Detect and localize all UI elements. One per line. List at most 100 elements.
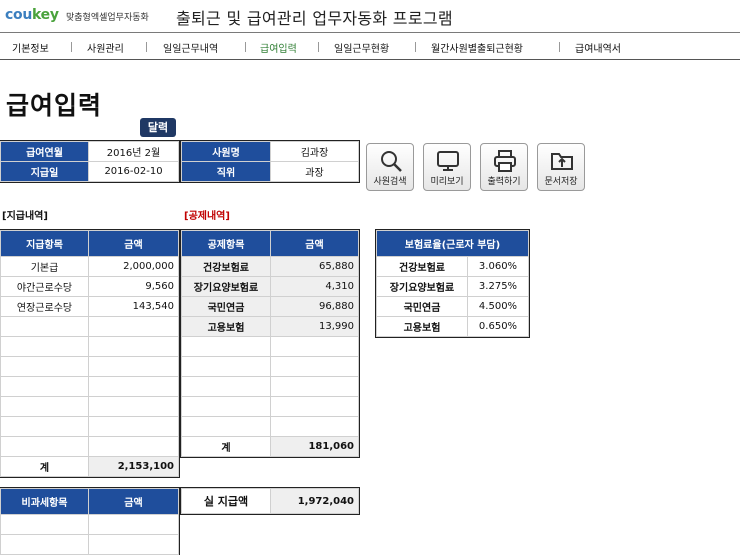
payment-amount[interactable]: 9,560 (88, 276, 179, 297)
payment-item[interactable]: 기본급 (0, 256, 89, 277)
app-header: coukey 맞춤형엑셀업무자동화 출퇴근 및 급여관리 업무자동화 프로그램 (0, 0, 740, 33)
payment-item[interactable] (0, 336, 89, 357)
nav-basic-info[interactable]: 기본정보 (12, 44, 49, 55)
insurance-rate[interactable]: 3.275% (467, 276, 529, 297)
net-pay-value: 1,972,040 (270, 488, 359, 514)
app-title: 출퇴근 및 급여관리 업무자동화 프로그램 (176, 9, 453, 28)
nav-employee-management[interactable]: 사원관리 (87, 44, 124, 55)
payments-total-value: 2,153,100 (88, 456, 179, 477)
insurance-rate[interactable]: 0.650% (467, 316, 529, 337)
print-label: 출력하기 (487, 177, 521, 187)
table-row (181, 416, 359, 437)
payment-item[interactable] (0, 376, 89, 397)
table-row: 기본급 2,000,000 (0, 256, 179, 277)
payment-item[interactable] (0, 396, 89, 417)
preview-button[interactable]: 미리보기 (423, 143, 471, 191)
payments-section-label: [지급내역] (2, 211, 48, 222)
nontax-amount[interactable] (88, 534, 179, 555)
payment-item[interactable]: 야간근로수당 (0, 276, 89, 297)
nav-daily-work-status[interactable]: 일일근무현황 (334, 44, 390, 55)
table-row (0, 416, 179, 437)
nontax-item[interactable] (0, 514, 89, 535)
payment-item[interactable] (0, 436, 89, 457)
nontax-item[interactable] (0, 534, 89, 555)
employee-name-label: 사원명 (181, 141, 271, 162)
deduction-amount: 13,990 (270, 316, 359, 337)
nav-divider (71, 42, 72, 52)
deduction-item: 건강보험료 (181, 256, 271, 277)
insurance-item: 건강보험료 (376, 256, 468, 277)
nontax-amount[interactable] (88, 514, 179, 535)
payment-amount[interactable]: 2,000,000 (88, 256, 179, 277)
nav-payroll-input[interactable]: 급여입력 (260, 44, 297, 55)
nontax-table: 비과세항목 금액 (0, 487, 180, 555)
deduction-amount[interactable] (270, 376, 359, 397)
insurance-item: 국민연금 (376, 296, 468, 317)
table-row: 건강보험료 3.060% (376, 256, 529, 277)
table-row: 국민연금 4.500% (376, 296, 529, 317)
insurance-rate[interactable]: 3.060% (467, 256, 529, 277)
insurance-item: 고용보험 (376, 316, 468, 337)
deduction-item[interactable] (181, 416, 271, 437)
insurance-rate[interactable]: 4.500% (467, 296, 529, 317)
payment-amount[interactable] (88, 436, 179, 457)
insurance-rate-table: 보험료율(근로자 부담) 건강보험료 3.060% 장기요양보험료 3.275%… (375, 229, 530, 338)
folder-upload-icon (551, 153, 573, 170)
brand-subtitle: 맞춤형엑셀업무자동화 (66, 13, 149, 23)
employee-search-button[interactable]: 사원검색 (366, 143, 414, 191)
nontax-col-amount: 금액 (88, 488, 179, 515)
employee-search-label: 사원검색 (373, 177, 407, 187)
table-row (0, 514, 179, 535)
position-field[interactable]: 과장 (270, 161, 359, 182)
deduction-amount[interactable] (270, 416, 359, 437)
calendar-button[interactable]: 달력 (140, 118, 176, 137)
deduction-item[interactable] (181, 356, 271, 377)
deduction-amount[interactable] (270, 336, 359, 357)
payment-amount[interactable] (88, 416, 179, 437)
nav-divider (318, 42, 319, 52)
deduction-item[interactable] (181, 396, 271, 417)
payment-item[interactable]: 연장근로수당 (0, 296, 89, 317)
main-nav: 기본정보 사원관리 일일근무내역 급여입력 일일근무현황 월간사원별출퇴근현황 … (0, 34, 740, 60)
magnifier-icon (381, 151, 402, 172)
table-row: 장기요양보험료 4,310 (181, 276, 359, 297)
pay-month-label: 급여연월 (0, 141, 89, 162)
nav-monthly-attendance[interactable]: 월간사원별출퇴근현황 (431, 44, 523, 55)
table-row (0, 316, 179, 337)
pay-info-table: 급여연월 2016년 2월 지급일 2016-02-10 (0, 140, 180, 183)
pay-month-field[interactable]: 2016년 2월 (88, 141, 179, 162)
payment-item[interactable] (0, 316, 89, 337)
employee-info-table: 사원명 김과장 직위 과장 (180, 140, 360, 183)
employee-name-field[interactable]: 김과장 (270, 141, 359, 162)
deduction-amount[interactable] (270, 396, 359, 417)
nav-pay-statement[interactable]: 급여내역서 (575, 44, 621, 55)
payment-amount[interactable] (88, 336, 179, 357)
payment-amount[interactable]: 143,540 (88, 296, 179, 317)
net-pay-label: 실 지급액 (181, 488, 271, 514)
payment-amount[interactable] (88, 396, 179, 417)
table-row (181, 376, 359, 397)
payments-table: 지급항목 금액 기본급 2,000,000 야간근로수당 9,560 연장근로수… (0, 229, 180, 478)
pay-date-field[interactable]: 2016-02-10 (88, 161, 179, 182)
deduction-item[interactable] (181, 336, 271, 357)
nav-daily-work-log[interactable]: 일일근무내역 (163, 44, 219, 55)
payment-amount[interactable] (88, 316, 179, 337)
deduction-item: 고용보험 (181, 316, 271, 337)
deductions-col-amount: 금액 (270, 230, 359, 257)
print-button[interactable]: 출력하기 (480, 143, 528, 191)
deduction-item[interactable] (181, 376, 271, 397)
payment-amount[interactable] (88, 356, 179, 377)
save-document-label: 문서저장 (544, 177, 578, 187)
insurance-rate-header: 보험료율(근로자 부담) (376, 230, 529, 257)
table-row (181, 336, 359, 357)
deduction-item: 장기요양보험료 (181, 276, 271, 297)
save-document-button[interactable]: 문서저장 (537, 143, 585, 191)
page-title: 급여입력 (6, 91, 103, 120)
payment-item[interactable] (0, 356, 89, 377)
table-row: 야간근로수당 9,560 (0, 276, 179, 297)
payment-amount[interactable] (88, 376, 179, 397)
deduction-amount[interactable] (270, 356, 359, 377)
table-row: 고용보험 13,990 (181, 316, 359, 337)
payment-item[interactable] (0, 416, 89, 437)
table-row (181, 396, 359, 417)
